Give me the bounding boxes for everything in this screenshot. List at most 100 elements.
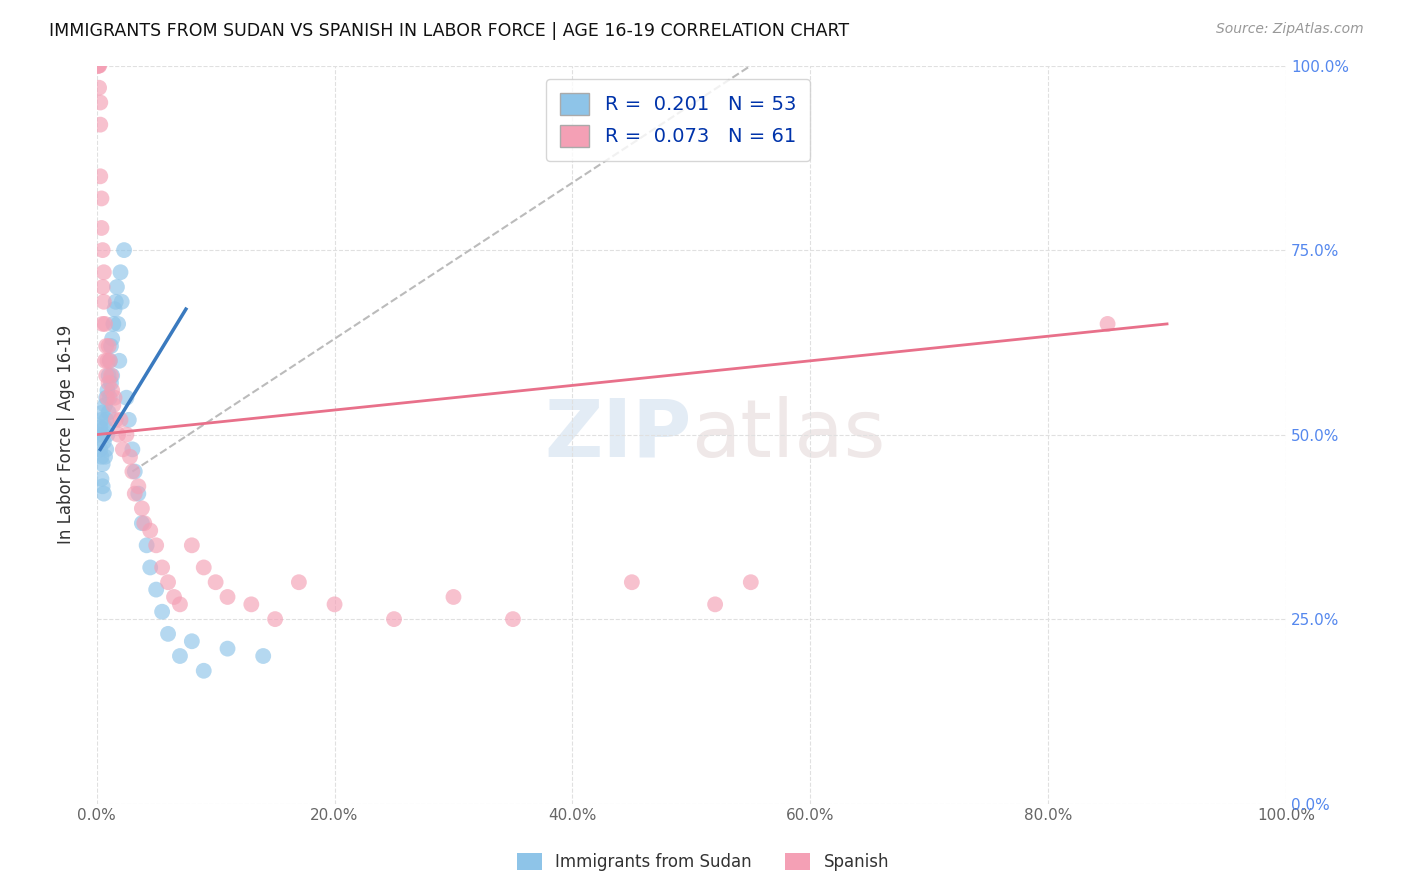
Point bbox=[118, 413, 141, 427]
Point bbox=[101, 368, 124, 383]
Point bbox=[108, 353, 131, 368]
Point bbox=[180, 538, 202, 552]
Point bbox=[90, 413, 112, 427]
Point bbox=[97, 376, 120, 390]
Point bbox=[121, 442, 143, 457]
Point bbox=[93, 265, 115, 279]
Point bbox=[91, 317, 114, 331]
Point bbox=[124, 486, 146, 500]
Point bbox=[96, 384, 118, 398]
Point bbox=[94, 398, 117, 412]
Point bbox=[145, 582, 167, 597]
Point bbox=[94, 317, 117, 331]
Point bbox=[139, 524, 162, 538]
Point bbox=[112, 243, 135, 257]
Point bbox=[103, 391, 125, 405]
Point bbox=[382, 612, 405, 626]
Point bbox=[131, 501, 153, 516]
Point bbox=[217, 641, 239, 656]
Point bbox=[91, 427, 114, 442]
Point bbox=[100, 368, 122, 383]
Legend: Immigrants from Sudan, Spanish: Immigrants from Sudan, Spanish bbox=[509, 845, 897, 880]
Point bbox=[135, 538, 157, 552]
Text: ZIP: ZIP bbox=[544, 396, 692, 474]
Point bbox=[105, 280, 128, 294]
Point bbox=[87, 427, 110, 442]
Point bbox=[1097, 317, 1119, 331]
Point bbox=[94, 420, 117, 434]
Point bbox=[93, 435, 115, 450]
Point bbox=[107, 427, 129, 442]
Point bbox=[104, 294, 127, 309]
Point bbox=[91, 405, 114, 419]
Point bbox=[94, 353, 117, 368]
Point bbox=[98, 353, 121, 368]
Point bbox=[443, 590, 465, 604]
Point bbox=[111, 294, 134, 309]
Point bbox=[115, 391, 138, 405]
Point bbox=[110, 265, 132, 279]
Point bbox=[180, 634, 202, 648]
Point bbox=[150, 605, 173, 619]
Point bbox=[204, 575, 226, 590]
Point bbox=[96, 391, 118, 405]
Point bbox=[101, 384, 124, 398]
Point bbox=[96, 391, 118, 405]
Text: atlas: atlas bbox=[692, 396, 886, 474]
Point bbox=[87, 59, 110, 73]
Point bbox=[217, 590, 239, 604]
Point bbox=[97, 368, 120, 383]
Text: IMMIGRANTS FROM SUDAN VS SPANISH IN LABOR FORCE | AGE 16-19 CORRELATION CHART: IMMIGRANTS FROM SUDAN VS SPANISH IN LABO… bbox=[49, 22, 849, 40]
Point bbox=[97, 339, 120, 353]
Point bbox=[163, 590, 186, 604]
Point bbox=[115, 427, 138, 442]
Point bbox=[139, 560, 162, 574]
Point bbox=[93, 486, 115, 500]
Point bbox=[118, 450, 141, 464]
Point bbox=[96, 442, 118, 457]
Point bbox=[89, 95, 111, 110]
Point bbox=[89, 442, 111, 457]
Point bbox=[96, 427, 118, 442]
Point bbox=[157, 627, 180, 641]
Point bbox=[131, 516, 153, 531]
Point bbox=[150, 560, 173, 574]
Point bbox=[193, 560, 215, 574]
Point bbox=[96, 353, 118, 368]
Point bbox=[134, 516, 156, 531]
Point bbox=[98, 353, 121, 368]
Y-axis label: In Labor Force | Age 16-19: In Labor Force | Age 16-19 bbox=[58, 325, 75, 544]
Point bbox=[502, 612, 524, 626]
Point bbox=[97, 405, 120, 419]
Point bbox=[90, 450, 112, 464]
Point bbox=[107, 317, 129, 331]
Point bbox=[103, 398, 125, 412]
Point bbox=[740, 575, 762, 590]
Point bbox=[264, 612, 287, 626]
Point bbox=[96, 368, 118, 383]
Point bbox=[127, 486, 149, 500]
Point bbox=[87, 59, 110, 73]
Point bbox=[288, 575, 311, 590]
Point bbox=[91, 280, 114, 294]
Point bbox=[96, 339, 118, 353]
Point bbox=[103, 302, 125, 317]
Text: Source: ZipAtlas.com: Source: ZipAtlas.com bbox=[1216, 22, 1364, 37]
Point bbox=[704, 598, 727, 612]
Point bbox=[193, 664, 215, 678]
Point bbox=[89, 169, 111, 184]
Point bbox=[121, 465, 143, 479]
Point bbox=[87, 59, 110, 73]
Point bbox=[124, 465, 146, 479]
Point bbox=[91, 479, 114, 493]
Point bbox=[87, 59, 110, 73]
Point bbox=[89, 420, 111, 434]
Point bbox=[110, 413, 132, 427]
Point bbox=[111, 442, 134, 457]
Point bbox=[104, 413, 127, 427]
Point bbox=[90, 191, 112, 205]
Point bbox=[101, 332, 124, 346]
Point bbox=[87, 80, 110, 95]
Point bbox=[240, 598, 263, 612]
Point bbox=[96, 413, 118, 427]
